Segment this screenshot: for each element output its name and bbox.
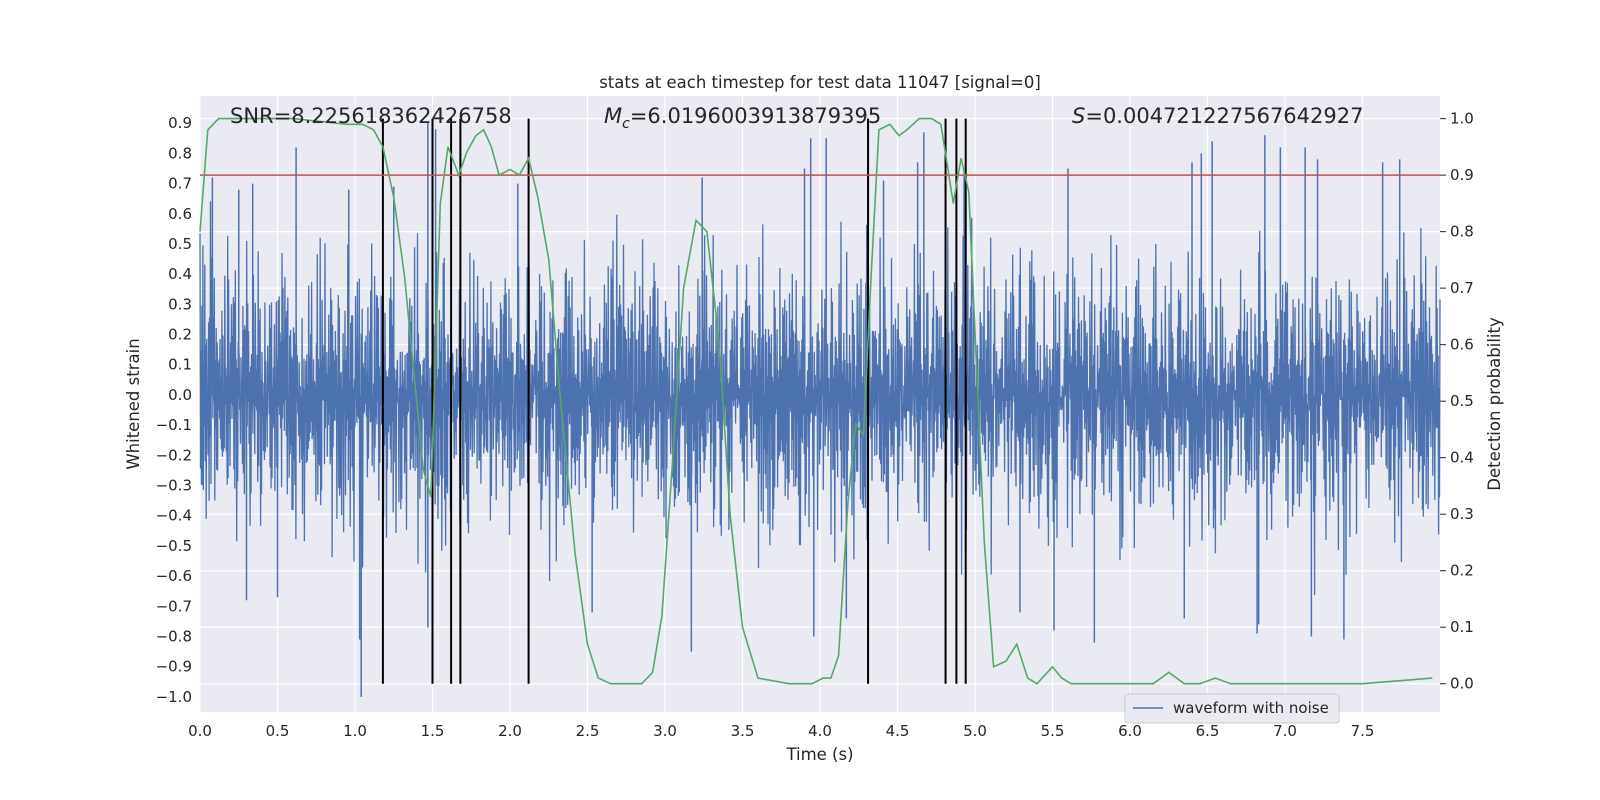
y-tick-label: −0.8 <box>156 628 192 646</box>
s-symbol: S <box>1072 104 1085 128</box>
x-tick-label: 5.5 <box>1041 722 1065 740</box>
x-tick-label: 6.0 <box>1118 722 1142 740</box>
y-tick-label: −0.1 <box>156 416 192 434</box>
legend-label: waveform with noise <box>1173 699 1329 717</box>
y-tick-label: 0.1 <box>168 356 192 374</box>
y2-tick-label: 1.0 <box>1450 110 1474 128</box>
y-tick-label: −0.2 <box>156 446 192 464</box>
y-tick-label: −1.0 <box>156 688 192 706</box>
y-tick-label: 0.9 <box>168 114 192 132</box>
y2-tick-label: 0.6 <box>1450 336 1474 354</box>
y-tick-label: −0.3 <box>156 477 192 495</box>
y-tick-label: 0.0 <box>168 386 192 404</box>
y2-tick-label: 0.1 <box>1450 618 1474 636</box>
snr-annotation: SNR=8.225618362426758 <box>230 104 512 128</box>
y-axis-label: Whitened strain <box>124 338 143 469</box>
y2-tick-label: 0.4 <box>1450 449 1474 467</box>
y2-tick-label: 0.2 <box>1450 562 1474 580</box>
x-tick-label: 1.0 <box>343 722 367 740</box>
chirp-mass-annotation: Mc=6.0196003913879395 <box>604 104 881 132</box>
chirp-mass-value: =6.0196003913879395 <box>630 104 881 128</box>
y-tick-labels: 0.9 0.8 0.7 0.6 0.5 0.4 0.3 0.2 0.1 0.0 −0.1 −0.2 −0… <box>156 114 192 706</box>
x-tick-label: 0.5 <box>266 722 290 740</box>
y-tick-label: 0.3 <box>168 295 192 313</box>
y2-tick-label: 0.5 <box>1450 392 1474 410</box>
x-tick-label: 4.5 <box>886 722 910 740</box>
detection-probability-line <box>199 117 1433 685</box>
legend: waveform with noise <box>1124 693 1340 724</box>
x-tick-label: 7.0 <box>1273 722 1297 740</box>
y2-tick-label: 0.9 <box>1450 166 1474 184</box>
y-tick-label: −0.7 <box>156 597 192 615</box>
y-tick-label: 0.5 <box>168 235 192 253</box>
y-tick-label: −0.6 <box>156 567 192 585</box>
waveform-series <box>199 123 1441 697</box>
x-tick-label: 1.5 <box>421 722 445 740</box>
x-tick-label: 3.0 <box>653 722 677 740</box>
y-tick-label: −0.5 <box>156 537 192 555</box>
y2-tick-label: 0.3 <box>1450 505 1474 523</box>
y2-axis-label: Detection probability <box>1485 317 1504 491</box>
y-tick-label: 0.6 <box>168 205 192 223</box>
y-tick-label: 0.7 <box>168 175 192 193</box>
y2-tick-label: 0.8 <box>1450 223 1474 241</box>
x-tick-labels: 0.0 0.5 1.0 1.5 2.0 2.5 3.0 3.5 4.0 4.5 5.0 5.5 6.0 6… <box>188 722 1374 740</box>
y2-tick-label: 0.7 <box>1450 279 1474 297</box>
x-tick-label: 5.0 <box>963 722 987 740</box>
s-value: =0.004721227567642927 <box>1085 104 1363 128</box>
chirp-mass-symbol: M <box>604 104 622 128</box>
waveform-line <box>199 201 1441 596</box>
x-tick-label: 6.5 <box>1196 722 1220 740</box>
chirp-mass-subscript: c <box>622 116 630 132</box>
y-tick-label: 0.8 <box>168 144 192 162</box>
x-tick-label: 7.5 <box>1351 722 1375 740</box>
x-axis-label: Time (s) <box>785 745 853 764</box>
y-tick-label: 0.2 <box>168 326 192 344</box>
y2-tick-label: 0.0 <box>1450 675 1474 693</box>
s-annotation: S=0.004721227567642927 <box>1072 104 1363 128</box>
x-tick-label: 4.0 <box>808 722 832 740</box>
x-tick-label: 0.0 <box>188 722 212 740</box>
vertical-markers <box>381 118 967 684</box>
y-tick-label: −0.4 <box>156 507 192 525</box>
x-tick-label: 2.5 <box>576 722 600 740</box>
chart-title: stats at each timestep for test data 110… <box>599 73 1041 92</box>
y2-tick-labels: 1.0 0.9 0.8 0.7 0.6 0.5 0.4 0.3 0.2 0.1 0.0 <box>1440 110 1474 693</box>
y-tick-label: −0.9 <box>156 658 192 676</box>
legend-box <box>1124 693 1340 724</box>
y-tick-label: 0.4 <box>168 265 192 283</box>
x-tick-label: 2.0 <box>498 722 522 740</box>
x-tick-label: 3.5 <box>731 722 755 740</box>
